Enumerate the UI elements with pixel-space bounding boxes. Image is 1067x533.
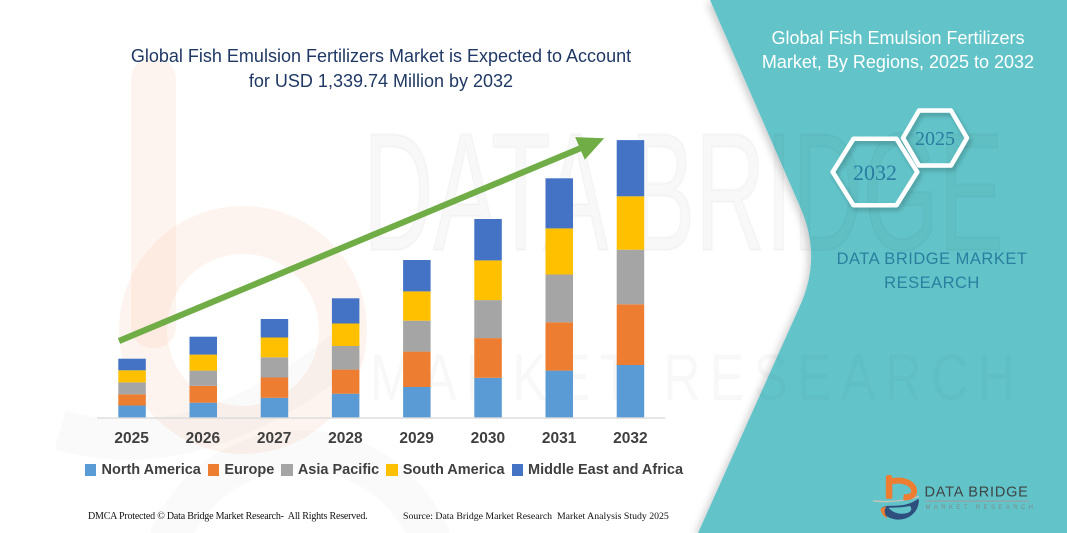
svg-text:2032: 2032 (853, 160, 897, 185)
svg-text:2025: 2025 (915, 128, 955, 150)
svg-text:DATA BRIDGE: DATA BRIDGE (925, 485, 1029, 501)
svg-text:MARKET RESEARCH: MARKET RESEARCH (926, 505, 1037, 511)
